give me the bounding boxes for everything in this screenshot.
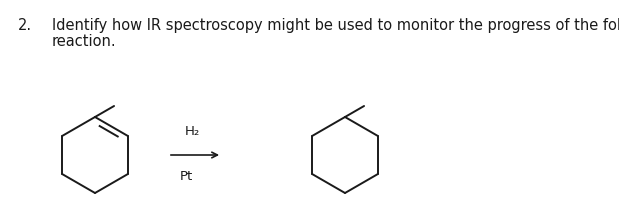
Text: H₂: H₂: [184, 125, 199, 138]
Text: 2.: 2.: [18, 18, 32, 33]
Text: reaction.: reaction.: [52, 34, 116, 49]
Text: Identify how IR spectroscopy might be used to monitor the progress of the follow: Identify how IR spectroscopy might be us…: [52, 18, 619, 33]
Text: Pt: Pt: [180, 170, 193, 183]
